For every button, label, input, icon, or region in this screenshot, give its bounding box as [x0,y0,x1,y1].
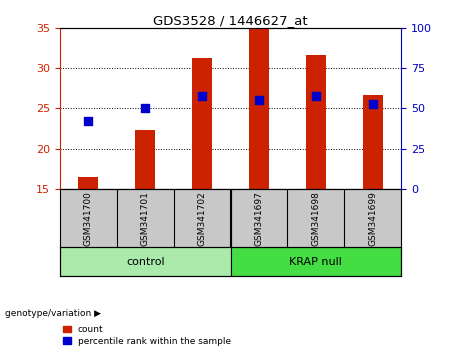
Bar [230,247,401,276]
Bar [363,95,383,189]
Title: GDS3528 / 1446627_at: GDS3528 / 1446627_at [153,14,308,27]
Point [142,105,149,111]
Text: GSM341699: GSM341699 [368,192,377,246]
Point [198,94,206,99]
Text: KRAP null: KRAP null [290,257,342,267]
Text: GSM341698: GSM341698 [311,192,320,246]
Bar [78,177,98,189]
Text: genotype/variation ▶: genotype/variation ▶ [5,309,100,318]
Bar [306,55,326,189]
Bar [192,58,212,189]
Point [255,98,263,103]
Text: GSM341701: GSM341701 [141,192,150,246]
Bar [249,28,269,189]
Text: GSM341700: GSM341700 [84,192,93,246]
Text: GSM341697: GSM341697 [254,192,263,246]
Point [369,102,376,107]
Text: control: control [126,257,165,267]
Bar [60,247,230,276]
Text: GSM341702: GSM341702 [198,192,207,246]
Point [85,118,92,123]
Bar [135,130,155,189]
Legend: count, percentile rank within the sample: count, percentile rank within the sample [60,321,235,349]
Point [312,94,319,99]
